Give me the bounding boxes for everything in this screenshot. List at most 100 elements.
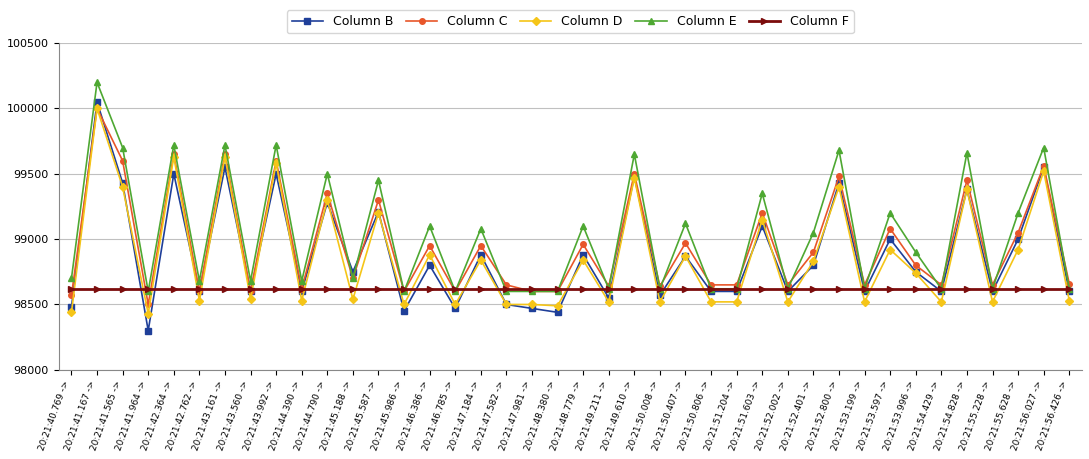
Column C bbox=[730, 282, 743, 288]
Column E bbox=[1012, 210, 1025, 216]
Column D bbox=[960, 187, 974, 192]
Column D bbox=[295, 298, 308, 303]
Column D bbox=[807, 258, 820, 264]
Column B bbox=[781, 289, 794, 294]
Column F bbox=[526, 286, 539, 291]
Column D bbox=[1012, 247, 1025, 252]
Column E bbox=[781, 286, 794, 291]
Column F bbox=[372, 286, 386, 291]
Column D bbox=[500, 302, 513, 307]
Column D bbox=[219, 154, 232, 160]
Column C bbox=[934, 282, 947, 288]
Column C bbox=[909, 263, 922, 268]
Column C bbox=[832, 174, 845, 179]
Column C bbox=[858, 282, 871, 288]
Column F bbox=[475, 286, 488, 291]
Column F bbox=[65, 286, 78, 291]
Column F bbox=[627, 286, 640, 291]
Column F bbox=[807, 286, 820, 291]
Column E bbox=[705, 286, 718, 291]
Column E bbox=[653, 286, 666, 291]
Column C bbox=[781, 282, 794, 288]
Column E bbox=[424, 224, 437, 229]
Line: Column F: Column F bbox=[68, 285, 1073, 292]
Column D bbox=[65, 309, 78, 315]
Column E bbox=[65, 275, 78, 281]
Column F bbox=[142, 286, 155, 291]
Column B bbox=[705, 289, 718, 294]
Column E bbox=[551, 289, 564, 294]
Column F bbox=[756, 286, 769, 291]
Column F bbox=[551, 286, 564, 291]
Column F bbox=[576, 286, 589, 291]
Column D bbox=[475, 257, 488, 263]
Column B bbox=[883, 236, 896, 242]
Column E bbox=[526, 289, 539, 294]
Column B bbox=[270, 171, 283, 177]
Column F bbox=[602, 286, 615, 291]
Column B bbox=[986, 289, 999, 294]
Column D bbox=[449, 302, 462, 307]
Column E bbox=[602, 286, 615, 291]
Column B bbox=[909, 269, 922, 274]
Column E bbox=[627, 151, 640, 157]
Column E bbox=[397, 289, 411, 294]
Column E bbox=[117, 145, 130, 151]
Column C bbox=[653, 284, 666, 289]
Column C bbox=[424, 243, 437, 248]
Column F bbox=[244, 286, 257, 291]
Column F bbox=[1063, 286, 1076, 291]
Column E bbox=[1037, 145, 1050, 151]
Column B bbox=[858, 289, 871, 294]
Column C bbox=[475, 243, 488, 248]
Column D bbox=[526, 302, 539, 307]
Column E bbox=[756, 190, 769, 196]
Column F bbox=[1012, 286, 1025, 291]
Column B bbox=[678, 253, 692, 259]
Line: Column C: Column C bbox=[69, 106, 1072, 307]
Column E bbox=[168, 142, 181, 148]
Column D bbox=[372, 210, 386, 216]
Column C bbox=[1012, 230, 1025, 235]
Line: Column E: Column E bbox=[68, 79, 1073, 295]
Column C bbox=[65, 292, 78, 298]
Column E bbox=[858, 286, 871, 291]
Column D bbox=[397, 302, 411, 307]
Column D bbox=[653, 299, 666, 305]
Column B bbox=[424, 263, 437, 268]
Column B bbox=[321, 200, 334, 205]
Column F bbox=[960, 286, 974, 291]
Column B bbox=[730, 289, 743, 294]
Column B bbox=[551, 309, 564, 315]
Column C bbox=[193, 289, 206, 294]
Column B bbox=[219, 164, 232, 170]
Column C bbox=[551, 289, 564, 294]
Column D bbox=[424, 252, 437, 257]
Column C bbox=[678, 241, 692, 246]
Column D bbox=[909, 270, 922, 276]
Column D bbox=[90, 106, 103, 111]
Column D bbox=[705, 299, 718, 305]
Column E bbox=[500, 289, 513, 294]
Column E bbox=[346, 275, 359, 281]
Column E bbox=[807, 230, 820, 235]
Column F bbox=[934, 286, 947, 291]
Column D bbox=[321, 197, 334, 203]
Column D bbox=[1063, 298, 1076, 303]
Column C bbox=[90, 106, 103, 111]
Column B bbox=[449, 306, 462, 311]
Column C bbox=[244, 289, 257, 294]
Column E bbox=[475, 226, 488, 231]
Column F bbox=[730, 286, 743, 291]
Column D bbox=[1037, 168, 1050, 174]
Column F bbox=[781, 286, 794, 291]
Column C bbox=[142, 302, 155, 307]
Column F bbox=[653, 286, 666, 291]
Column F bbox=[295, 286, 308, 291]
Column D bbox=[934, 299, 947, 305]
Column D bbox=[756, 217, 769, 222]
Column F bbox=[193, 286, 206, 291]
Column C bbox=[1063, 281, 1076, 286]
Column B bbox=[1037, 164, 1050, 170]
Column C bbox=[602, 284, 615, 289]
